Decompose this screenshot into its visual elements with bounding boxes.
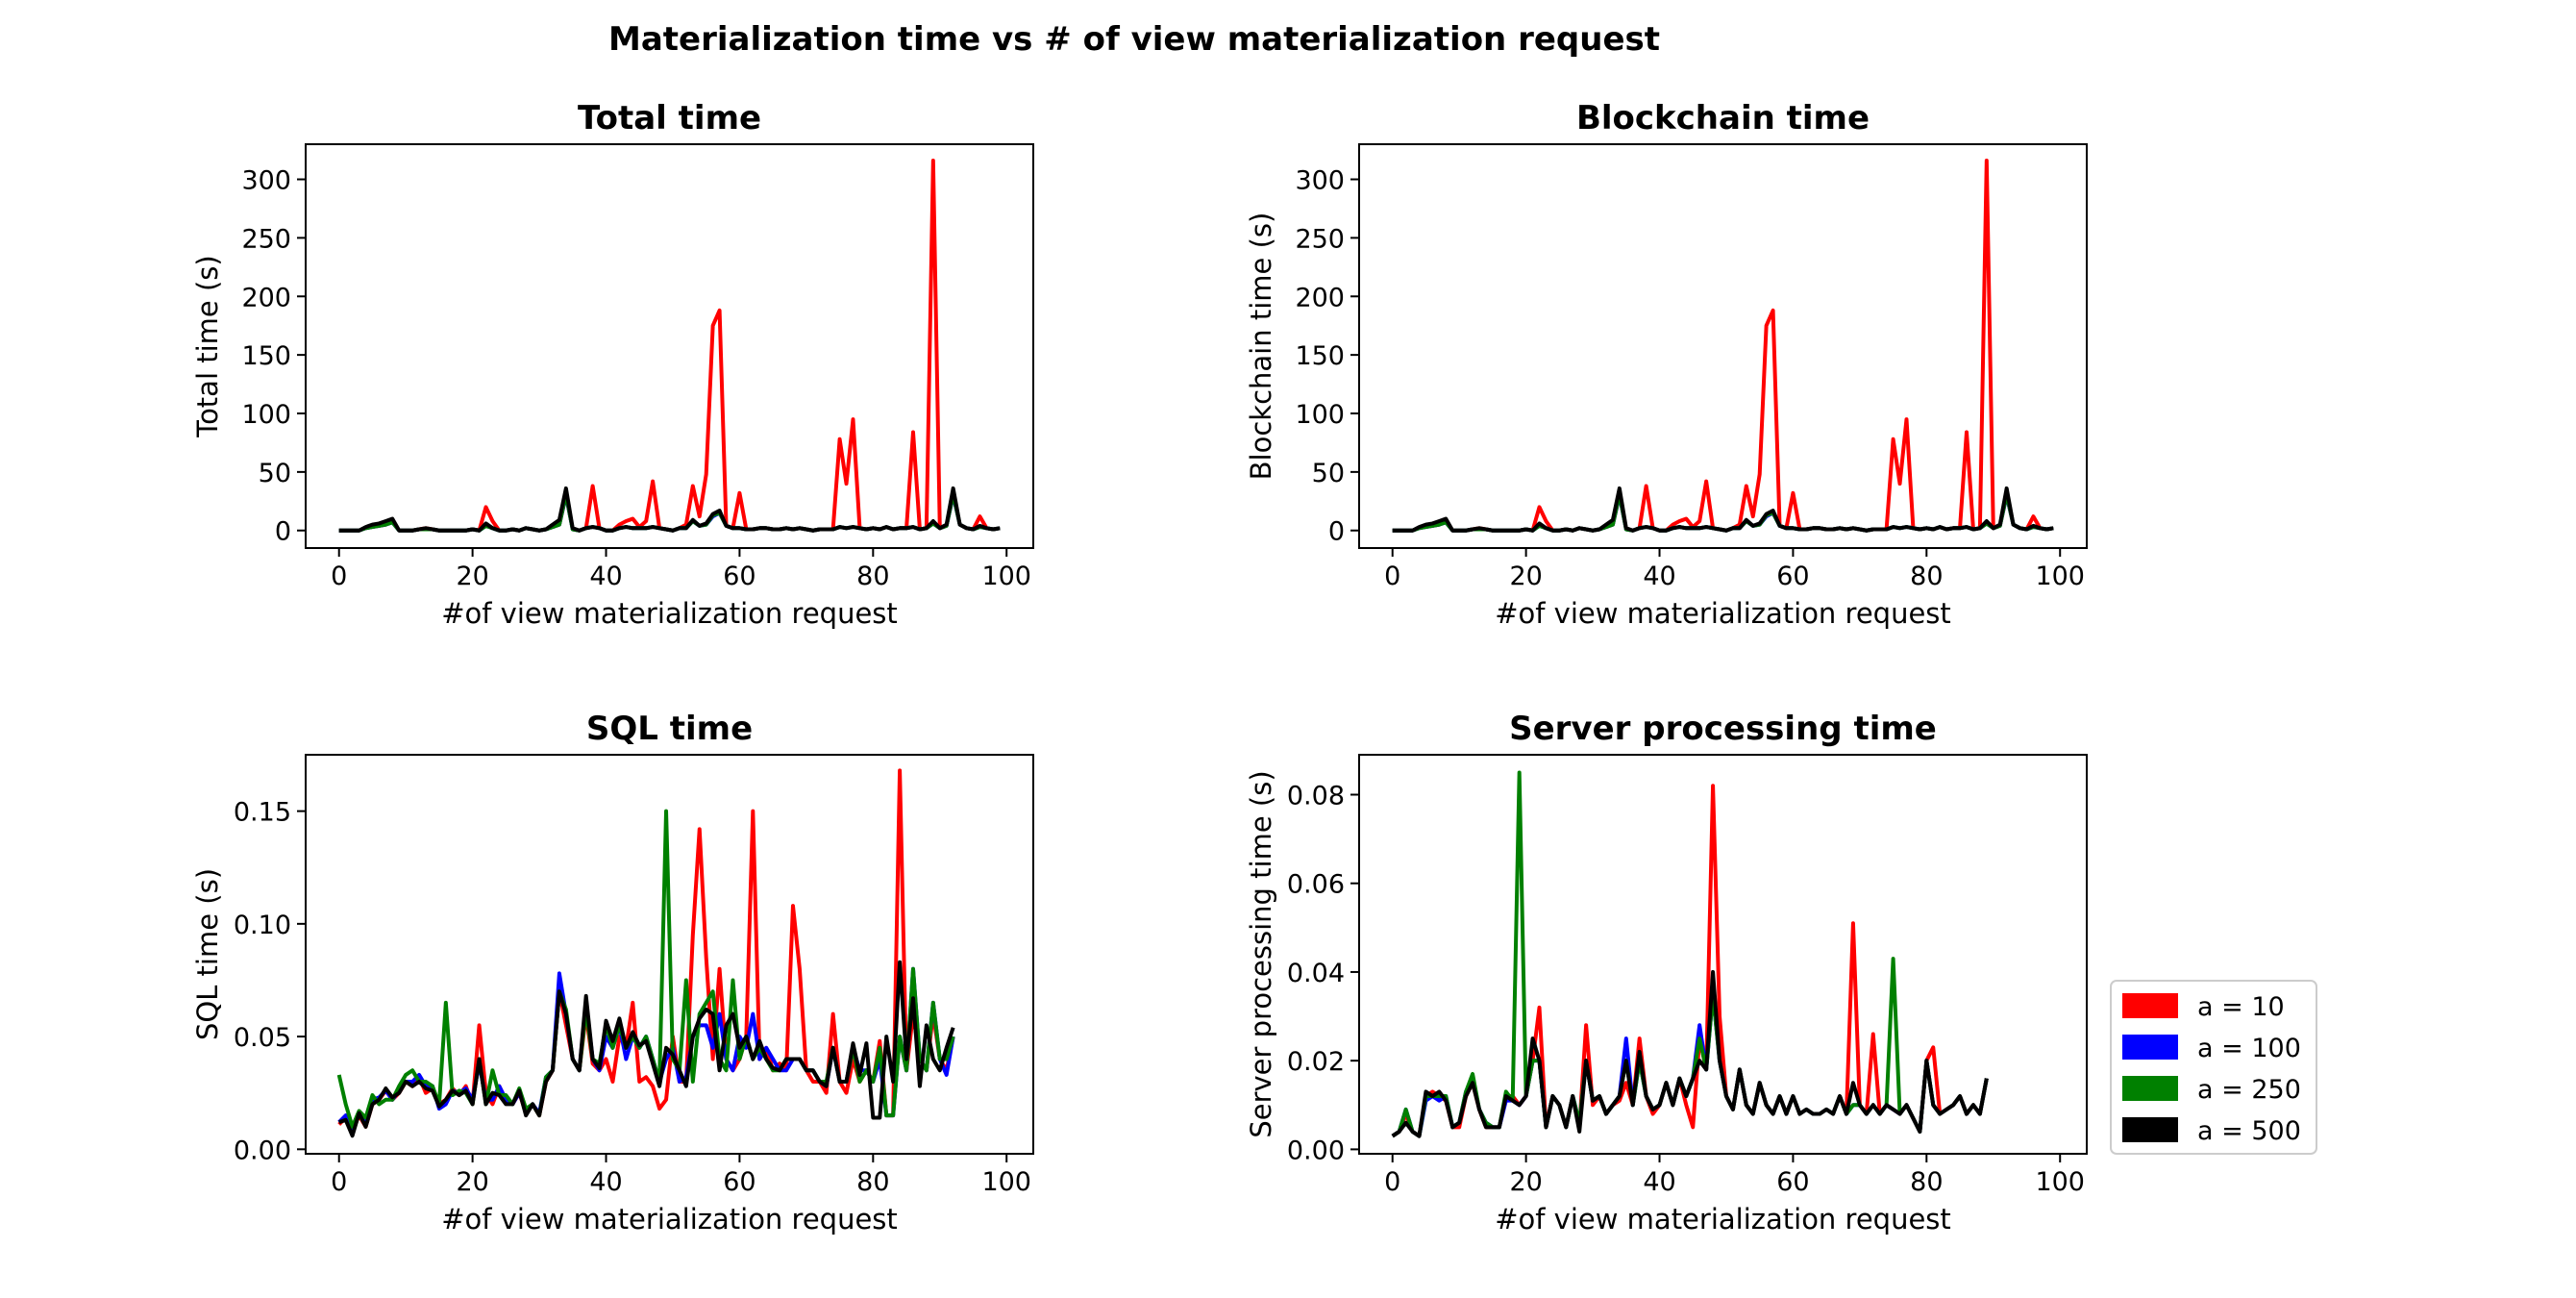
y-tick-label: 250 <box>1295 224 1345 254</box>
x-tick-label: 80 <box>1910 1167 1943 1197</box>
x-tick-label: 20 <box>1509 562 1542 591</box>
axes-frame <box>1358 143 2088 549</box>
y-axis-label: Total time (s) <box>191 255 224 437</box>
subplot-1: 0 20 40 60 80 100 0 50 100 150 200 250 300 Total time… <box>191 99 1034 630</box>
x-tick-label: 100 <box>981 1167 1031 1197</box>
x-tick-label: 100 <box>981 562 1031 591</box>
x-axis-label: #of view materialization request <box>1495 597 1951 630</box>
series-line-a-500 <box>1391 969 1989 1138</box>
y-tick-label: 0.08 <box>1287 782 1345 811</box>
x-tick-label: 100 <box>2035 562 2085 591</box>
series-group <box>338 159 1001 533</box>
x-tick-label: 20 <box>456 1167 488 1197</box>
series-line-a-500 <box>1392 486 2054 533</box>
x-tick-label: 60 <box>723 1167 755 1197</box>
y-tick-label: 150 <box>241 341 291 371</box>
y-axis-label: SQL time (s) <box>191 868 224 1040</box>
y-tick-label: 0.00 <box>234 1136 291 1165</box>
series-line-a-10 <box>338 159 1001 533</box>
x-axis-label: #of view materialization request <box>441 1203 898 1236</box>
x-tick-label: 80 <box>856 1167 889 1197</box>
y-tick-label: 0.04 <box>1287 959 1345 988</box>
y-tick-label: 0 <box>275 517 291 547</box>
y-tick-label: 200 <box>241 283 291 312</box>
x-tick-label: 40 <box>1643 562 1675 591</box>
y-tick-label: 50 <box>1312 459 1345 488</box>
x-tick-label: 60 <box>723 562 755 591</box>
series-line-a-100 <box>1392 493 2054 533</box>
x-tick-label: 20 <box>1509 1167 1542 1197</box>
series-line-a-500 <box>338 486 1001 533</box>
y-tick-label: 300 <box>1295 166 1345 196</box>
series-group <box>1391 770 1989 1138</box>
legend-swatch <box>2122 993 2178 1018</box>
x-tick-label: 20 <box>456 562 488 591</box>
y-tick-label: 0 <box>1328 517 1345 547</box>
legend-entry-label: a = 500 <box>2197 1116 2301 1146</box>
y-tick-label: 200 <box>1295 283 1345 312</box>
x-tick-label: 0 <box>1384 562 1400 591</box>
x-tick-label: 0 <box>331 562 347 591</box>
axes-frame <box>305 754 1034 1155</box>
y-tick-label: 0.15 <box>234 798 291 828</box>
x-tick-label: 80 <box>1910 562 1943 591</box>
y-axis-label: Blockchain time (s) <box>1245 212 1277 481</box>
x-tick-label: 40 <box>1643 1167 1675 1197</box>
x-tick-label: 0 <box>331 1167 347 1197</box>
x-tick-label: 100 <box>2035 1167 2085 1197</box>
series-group <box>336 768 955 1138</box>
x-tick-label: 60 <box>1776 1167 1809 1197</box>
y-tick-label: 100 <box>1295 400 1345 430</box>
legend-frame <box>2110 980 2317 1155</box>
y-tick-label: 300 <box>241 166 291 196</box>
legend-entry-label: a = 10 <box>2197 992 2285 1022</box>
legend-entry-label: a = 100 <box>2197 1034 2301 1063</box>
series-line-a-500 <box>338 960 955 1138</box>
y-axis-label: Server processing time (s) <box>1245 770 1277 1137</box>
y-tick-label: 0.10 <box>234 911 291 940</box>
series-line-a-100 <box>337 966 955 1136</box>
subplot-3: 0 20 40 60 80 100 0.00 0.05 0.10 0.15 SQL time #of … <box>191 710 1034 1236</box>
legend: a = 10 a = 100 a = 250 a = 500 <box>2110 980 2317 1155</box>
y-tick-label: 100 <box>241 400 291 430</box>
x-tick-label: 0 <box>1384 1167 1400 1197</box>
series-line-a-250 <box>1391 770 1989 1138</box>
subplot-title: Blockchain time <box>1576 99 1870 137</box>
subplot-title: SQL time <box>586 710 753 748</box>
y-tick-label: 250 <box>241 224 291 254</box>
legend-swatch <box>2122 1035 2178 1060</box>
y-tick-label: 0.05 <box>234 1023 291 1053</box>
subplot-title: Server processing time <box>1509 710 1937 748</box>
y-tick-label: 0.02 <box>1287 1047 1345 1077</box>
series-line-a-100 <box>338 493 1001 533</box>
legend-entry-label: a = 250 <box>2197 1075 2301 1105</box>
x-tick-label: 60 <box>1776 562 1809 591</box>
y-tick-label: 150 <box>1295 341 1345 371</box>
series-line-a-250 <box>338 492 1001 533</box>
figure-title: Materialization time vs # of view materi… <box>608 20 1660 59</box>
legend-swatch <box>2122 1076 2178 1101</box>
axes-frame <box>305 143 1034 549</box>
x-tick-label: 80 <box>856 562 889 591</box>
subplot-4: 0 20 40 60 80 100 0.00 0.02 0.04 0.06 0.08 Server p… <box>1245 710 2088 1236</box>
series-line-a-10 <box>1392 159 2054 533</box>
series-group <box>1392 159 2054 533</box>
legend-swatch <box>2122 1117 2178 1142</box>
subplot-title: Total time <box>578 99 761 137</box>
series-line-a-250 <box>1392 492 2054 533</box>
x-tick-label: 40 <box>589 562 622 591</box>
axes-frame <box>1358 754 2088 1155</box>
x-axis-label: #of view materialization request <box>1495 1203 1951 1236</box>
y-tick-label: 0.06 <box>1287 870 1345 900</box>
x-axis-label: #of view materialization request <box>441 597 898 630</box>
x-tick-label: 40 <box>589 1167 622 1197</box>
subplot-2: 0 20 40 60 80 100 0 50 100 150 200 250 300 Blockchain… <box>1245 99 2088 630</box>
y-tick-label: 0.00 <box>1287 1136 1345 1165</box>
y-tick-label: 50 <box>259 459 291 488</box>
